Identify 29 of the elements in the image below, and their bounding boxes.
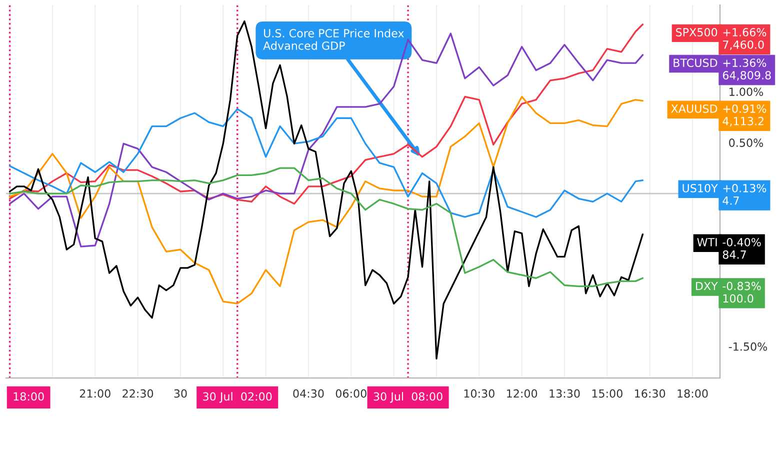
text: XAUUSD <box>671 104 718 113</box>
x-tick-label: 16:30 <box>635 389 666 398</box>
ref-line-label: 30 Jul 08:00 <box>374 392 442 403</box>
text: +0.13% 4.7 <box>722 184 766 205</box>
x-tick-label: 15:00 <box>592 389 622 398</box>
text: US10Y <box>682 184 718 192</box>
x-tick-label: 06:00 <box>336 389 366 398</box>
text: -0.40% 84.7 <box>722 238 761 259</box>
text: -0.83% 100.0 <box>722 282 761 303</box>
text: SPX500 <box>676 28 718 36</box>
text: +1.36% 64,809.8 <box>722 58 771 81</box>
x-tick-label: 04:30 <box>293 389 324 398</box>
text: +0.91% 4,113.2 <box>722 104 766 126</box>
x-tick-label: 12:00 <box>507 389 538 398</box>
text: BTCUSD <box>674 58 718 68</box>
x-tick-label: 22:30 <box>122 389 154 398</box>
y-tick-label: -1.50% <box>728 342 768 351</box>
x-tick-label: 18:00 <box>678 389 708 398</box>
x-tick-label: 21:00 <box>80 389 110 398</box>
x-tick-label: 30 <box>174 389 187 398</box>
text: WTI <box>697 238 717 246</box>
y-tick-label: 0.50% <box>729 138 764 147</box>
y-tick-label: 1.00% <box>730 88 764 96</box>
text: +1.66% 7,460.0 <box>723 28 766 50</box>
annotation: U.S. Core PCE Price Index Advanced GDP <box>263 28 404 50</box>
x-tick-label: 10:30 <box>464 389 494 398</box>
x-tick-label: 13:30 <box>550 389 580 398</box>
text: DXY <box>696 282 718 290</box>
ref-line-label: 30 Jul 02:00 <box>203 392 272 403</box>
